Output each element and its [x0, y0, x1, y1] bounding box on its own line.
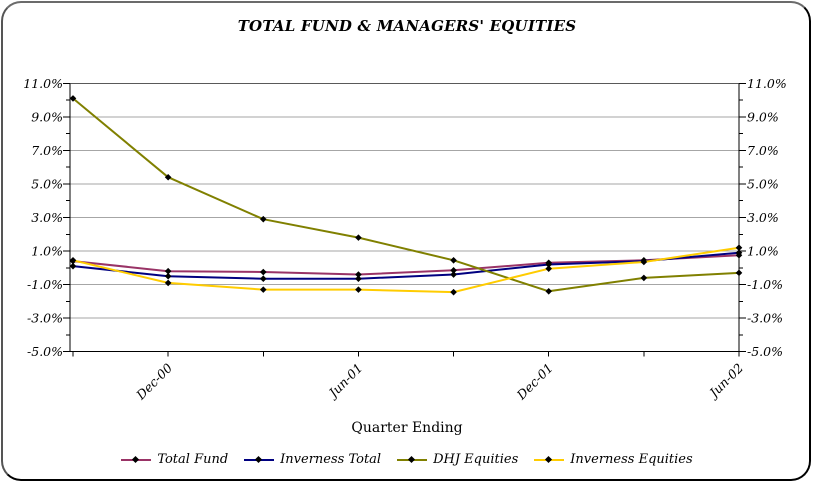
- y-tick-label-left: 11.0%: [23, 76, 63, 91]
- data-point-marker: [545, 261, 553, 268]
- x-axis-ticks-and-labels: Dec-00 Jun-01 Dec-01 Jun-02: [72, 351, 746, 403]
- data-point-marker: [450, 256, 457, 264]
- y-tick-label-left: 9.0%: [31, 109, 63, 124]
- data-point-marker: [640, 258, 648, 266]
- data-point-marker: [164, 279, 172, 287]
- diamond-marker-icon: [132, 455, 140, 463]
- y-tick-label-left: -5.0%: [27, 344, 63, 359]
- y-tick-label-right: -3.0%: [747, 311, 783, 326]
- legend-item-dhj-equities: DHJ Equities: [397, 452, 518, 467]
- series-inverness-total: [69, 249, 743, 283]
- data-point-marker: [259, 268, 267, 276]
- legend-item-inverness-total: Inverness Total: [244, 452, 381, 467]
- y-axis-labels-right: 11.0% 9.0% 7.0% 5.0% 3.0% 1.0% -1.0% -3.0% -5.0%: [747, 76, 787, 359]
- y-tick-label-right: 9.0%: [747, 109, 779, 124]
- y-axis-labels-left: 11.0% 9.0% 7.0% 5.0% 3.0% 1.0% -1.0% -3.0% -5.0%: [23, 76, 63, 359]
- y-tick-label-left: 1.0%: [31, 244, 63, 259]
- data-point-marker: [355, 234, 362, 241]
- y-tick-label-left: 3.0%: [31, 210, 63, 225]
- legend-label: Inverness Total: [280, 452, 382, 467]
- data-point-marker: [735, 269, 743, 277]
- data-point-marker: [259, 215, 267, 223]
- data-point-marker: [355, 275, 362, 283]
- x-tick-label: Dec-00: [132, 360, 175, 403]
- y-tick-label-left: 5.0%: [31, 176, 63, 191]
- data-point-marker: [450, 288, 457, 296]
- legend-line-icon: [244, 455, 275, 464]
- data-point-marker: [450, 267, 457, 274]
- data-point-marker: [164, 267, 172, 275]
- data-point-marker: [640, 274, 648, 282]
- legend-label: DHJ Equities: [433, 452, 519, 467]
- data-point-marker: [735, 249, 743, 257]
- series-line: [72, 246, 740, 294]
- data-point-marker: [545, 288, 553, 295]
- y-tick-label-right: 7.0%: [747, 143, 779, 158]
- x-tick-label: Jun-01: [324, 360, 366, 402]
- data-point-marker: [69, 95, 77, 102]
- data-point-marker: [355, 286, 362, 293]
- series-dhj-equities: [69, 95, 743, 295]
- series-inverness-equities: [69, 244, 743, 296]
- legend-line-icon: [121, 455, 152, 464]
- data-point-marker: [735, 244, 743, 251]
- legend-line-icon: [534, 455, 565, 464]
- gridlines: [70, 82, 739, 319]
- y-tick-label-left: -1.0%: [27, 277, 63, 292]
- data-point-marker: [450, 271, 457, 278]
- data-point-marker: [69, 256, 77, 264]
- diamond-marker-icon: [255, 455, 263, 463]
- y-tick-label-right: 11.0%: [747, 76, 787, 91]
- data-point-marker: [259, 275, 267, 283]
- y-tick-label-left: -3.0%: [27, 311, 63, 326]
- x-tick-label: Jun-02: [704, 360, 746, 402]
- y-tick-label-right: -5.0%: [747, 344, 783, 359]
- series-line: [72, 254, 740, 276]
- diamond-marker-icon: [545, 455, 553, 463]
- y-tick-label-left: 7.0%: [31, 143, 63, 158]
- data-point-marker: [355, 271, 362, 278]
- legend-item-inverness-equities: Inverness Equities: [534, 452, 693, 467]
- data-point-marker: [545, 265, 553, 272]
- series-line: [72, 251, 740, 280]
- diamond-marker-icon: [408, 455, 416, 463]
- legend-item-total-fund: Total Fund: [121, 452, 228, 467]
- series-line: [72, 97, 740, 293]
- series-total-fund: [69, 251, 743, 278]
- x-axis-title: Quarter Ending: [351, 420, 463, 436]
- data-point-marker: [69, 262, 77, 270]
- y-tick-label-right: 3.0%: [747, 210, 779, 225]
- x-tick-label: Dec-01: [513, 360, 556, 403]
- data-point-marker: [164, 272, 172, 280]
- y-tick-label-right: 1.0%: [747, 244, 779, 259]
- chart-title: TOTAL FUND & MANAGERS' EQUITIES: [237, 17, 577, 35]
- legend-line-icon: [397, 455, 428, 464]
- legend-label: Inverness Equities: [570, 452, 693, 467]
- legend-label: Total Fund: [157, 452, 229, 467]
- legend: Total Fund Inverness Total DHJ Equities Inv…: [0, 452, 814, 467]
- data-point-marker: [164, 173, 172, 181]
- y-tick-label-right: -1.0%: [747, 277, 783, 292]
- y-axis-ticks: [63, 82, 746, 353]
- y-tick-label-right: 5.0%: [747, 176, 779, 191]
- data-point-marker: [259, 286, 267, 293]
